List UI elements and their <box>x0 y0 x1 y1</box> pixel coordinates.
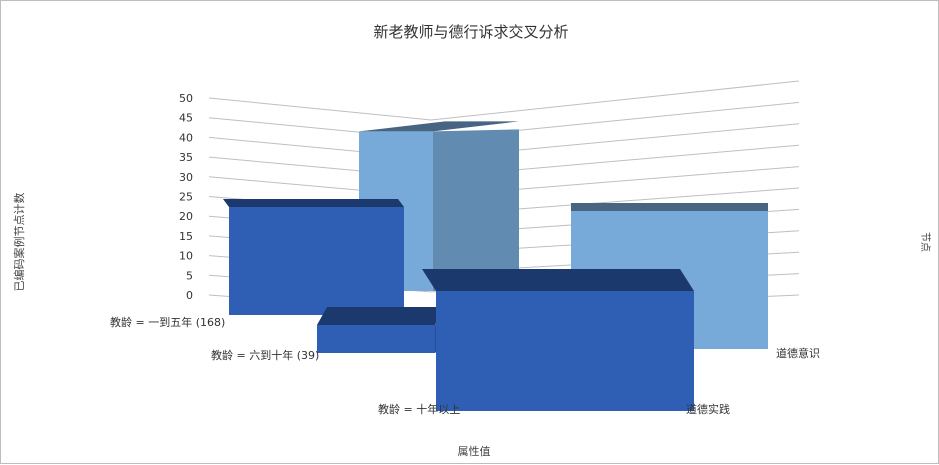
bar-top-face <box>422 269 694 291</box>
gridline <box>208 80 800 121</box>
bar-top-face <box>223 199 404 207</box>
z-axis-label: 节点 <box>919 232 931 252</box>
y-tick-label: 40 <box>179 131 193 144</box>
y-tick-label: 15 <box>179 230 193 243</box>
y-tick-label: 0 <box>186 289 193 302</box>
bar-0-0 <box>223 199 404 315</box>
bars-group <box>223 121 768 411</box>
y-tick-label: 45 <box>179 112 193 125</box>
chart-title: 新老教师与德行诉求交叉分析 <box>373 23 568 41</box>
bar-front-face <box>229 207 404 315</box>
y-tick-label: 5 <box>186 269 193 282</box>
series-depth-labels: 道德实践 道德意识 <box>686 346 820 416</box>
bar-front-face <box>436 291 694 411</box>
y-tick-label: 25 <box>179 191 193 204</box>
bar-top-face <box>571 203 768 211</box>
y-axis-label: 已编码案例节点计数 <box>12 193 26 292</box>
y-tick-label: 10 <box>179 250 193 263</box>
series-label: 道德实践 <box>686 402 730 416</box>
category-label: 教龄 = 十年以上 <box>378 402 460 416</box>
bar-top-face <box>359 121 519 132</box>
series-label: 道德意识 <box>776 346 820 360</box>
bar-side-face <box>433 129 519 291</box>
x-axis-label: 属性值 <box>458 444 491 458</box>
y-tick-label: 30 <box>179 171 193 184</box>
y-tick-label: 20 <box>179 210 193 223</box>
bar-0-1 <box>317 307 445 353</box>
bar-top-face <box>317 307 445 325</box>
y-tick-label: 35 <box>179 151 193 164</box>
category-label: 教龄 = 六到十年 (39) <box>211 348 319 362</box>
y-tick-labels: 0 5 10 15 20 25 30 35 40 45 50 <box>179 92 193 302</box>
category-label: 教龄 = 一到五年 (168) <box>110 315 225 329</box>
bar-0-2 <box>422 269 694 411</box>
y-tick-label: 50 <box>179 92 193 105</box>
category-labels: 教龄 = 一到五年 (168) 教龄 = 六到十年 (39) 教龄 = 十年以上 <box>110 315 460 416</box>
bar-front-face <box>317 325 435 353</box>
